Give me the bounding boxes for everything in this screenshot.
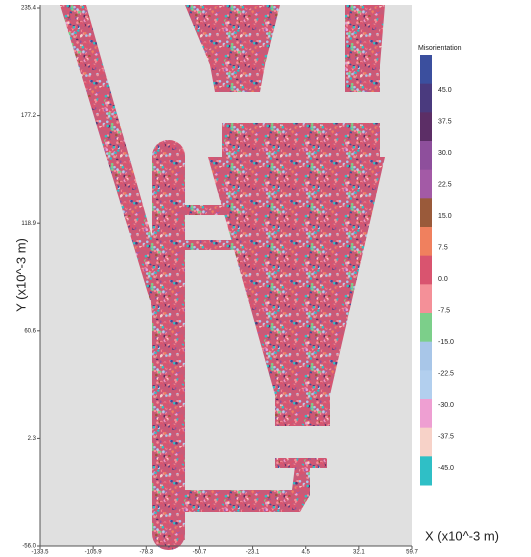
colorbar-segment (420, 256, 432, 285)
colorbar-segment (420, 55, 432, 84)
colorbar-label: 7.5 (438, 244, 448, 251)
colorbar-label: -22.5 (438, 370, 454, 377)
x-tick-label: -133.5 (31, 550, 49, 556)
colorbar-segment (420, 170, 432, 199)
colorbar-segment (420, 456, 432, 485)
y-tick-label: 177.2 (21, 113, 37, 119)
colorbar-label: -30.0 (438, 402, 454, 409)
x-tick-label: -105.9 (85, 550, 103, 556)
y-tick-label: 235.4 (21, 6, 37, 12)
colorbar-title: Misorientation (418, 45, 462, 52)
colorbar-segment (420, 227, 432, 256)
colorbar-segment (420, 112, 432, 141)
colorbar-label: -45.0 (438, 465, 454, 472)
y-tick-label: 2.3 (28, 436, 37, 442)
colorbar-segment (420, 313, 432, 342)
connector (185, 205, 233, 215)
colorbar-segment (420, 370, 432, 399)
x-tick-label: 4.5 (302, 550, 311, 556)
x-tick-label: -23.1 (246, 550, 260, 556)
top-right-hopper (345, 5, 385, 92)
colorbar-label: 37.5 (438, 118, 452, 125)
screenshot: Y (x10^-3 m) X (x10^-3 m) Misorientation… (0, 0, 531, 557)
y-tick-label: 60.6 (24, 328, 36, 334)
x-tick-label: -78.3 (139, 550, 153, 556)
colorbar: 45.0 37.5 30.0 22.5 15.0 7.5 0.0 -7.5 -15.0 -22.5… (420, 55, 454, 486)
y-axis-label: Y (x10^-3 m) (13, 238, 28, 312)
x-tick-label: 59.7 (406, 550, 418, 556)
colorbar-label: 22.5 (438, 181, 452, 188)
colorbar-label: 0.0 (438, 276, 448, 283)
colorbar-label: -15.0 (438, 339, 454, 346)
colorbar-segment (420, 399, 432, 428)
colorbar-segment (420, 141, 432, 170)
connector (185, 240, 237, 250)
colorbar-segment (420, 284, 432, 313)
colorbar-label: 45.0 (438, 87, 452, 94)
colorbar-segment (420, 198, 432, 227)
x-tick-label: -50.7 (193, 550, 207, 556)
colorbar-segment (420, 428, 432, 457)
funnel-outlet (275, 393, 330, 426)
colorbar-label: -37.5 (438, 433, 454, 440)
colorbar-label: -7.5 (438, 307, 450, 314)
funnel-top (222, 123, 380, 159)
colorbar-label: 15.0 (438, 213, 452, 220)
colorbar-label: 30.0 (438, 150, 452, 157)
colorbar-segment (420, 342, 432, 371)
y-tick-label: 118.9 (21, 221, 36, 227)
colorbar-segment (420, 84, 432, 113)
x-axis-label: X (x10^-3 m) (425, 528, 499, 543)
x-tick-label: 32.1 (353, 550, 365, 556)
